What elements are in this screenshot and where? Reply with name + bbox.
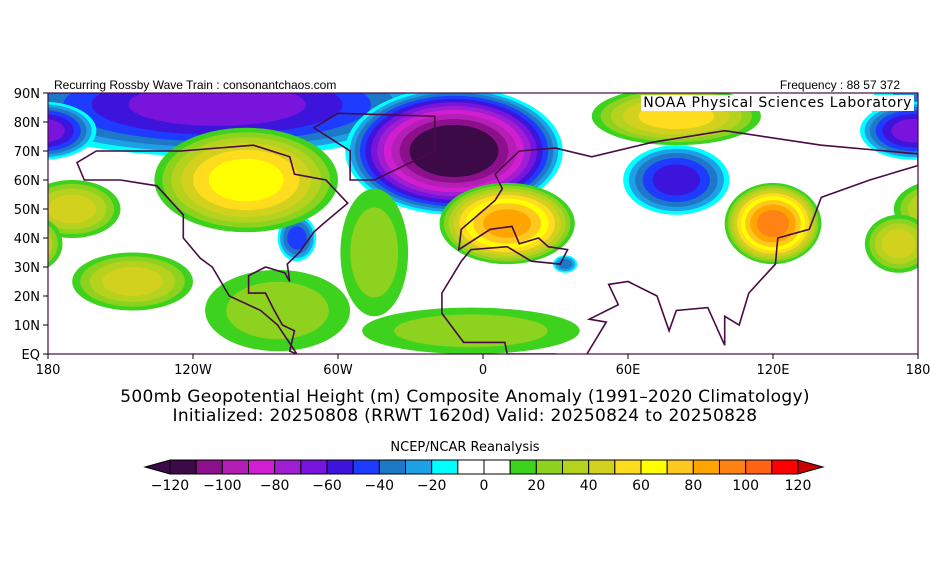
colorbar-swatch: [483, 459, 511, 475]
colorbar-swatch: [666, 459, 694, 475]
colorbar-swatch: [457, 459, 485, 475]
colorbar-swatch: [771, 459, 799, 475]
attribution-text: Recurring Rossby Wave Train : consonantc…: [54, 78, 337, 92]
colorbar-tick-label: −40: [365, 478, 395, 494]
lon-label: 180: [36, 363, 61, 378]
lon-label: 60E: [616, 363, 641, 378]
lat-label: 50N: [14, 203, 40, 218]
anomaly-contour: [483, 209, 532, 238]
colorbar-tick-label: 20: [527, 478, 545, 494]
colorbar-swatch: [300, 459, 328, 475]
lon-label: 120W: [174, 363, 212, 378]
colorbar-swatch: [378, 459, 407, 475]
lon-label: 0: [479, 363, 487, 378]
colorbar-swatch: [405, 459, 433, 475]
anomaly-contour: [102, 267, 163, 296]
lat-label: 60N: [14, 174, 40, 189]
lon-label: 60W: [323, 363, 353, 378]
colorbar-tick-label: −80: [260, 478, 290, 494]
chart-title-line2: Initialized: 20250808 (RRWT 1620d) Valid…: [172, 406, 758, 426]
colorbar-tick-label: −20: [417, 478, 447, 494]
colorbar-swatch: [745, 459, 773, 475]
anomaly-contour: [226, 281, 329, 340]
coastline: [441, 129, 918, 354]
colorbar-swatch: [692, 459, 720, 475]
anomaly-contour: [908, 194, 918, 224]
anomaly-contour: [422, 132, 486, 170]
colorbar-swatch: [640, 459, 668, 475]
lat-label: 90N: [14, 87, 40, 102]
anomaly-contour: [208, 158, 284, 202]
lon-label: 180: [906, 363, 930, 378]
anomaly-contour: [394, 314, 548, 348]
chart-title-line1: 500mb Geopotential Height (m) Composite …: [120, 387, 810, 407]
colorbar-swatch: [614, 459, 642, 475]
anomaly-contour: [652, 164, 701, 196]
colorbar-tick-label: 0: [480, 478, 489, 494]
anomaly-contour: [48, 119, 65, 143]
coastline: [312, 112, 436, 181]
colorbar-tick-label: 40: [580, 478, 598, 494]
lat-label: 40N: [14, 232, 40, 247]
colorbar-tick-label: −60: [312, 478, 342, 494]
colorbar-swatch: [326, 459, 354, 475]
colorbar-swatch: [274, 459, 302, 475]
colorbar-swatch: [195, 459, 223, 475]
colorbar-tick-label: 100: [732, 478, 759, 494]
lat-label: 20N: [14, 290, 40, 305]
anomaly-contour: [287, 226, 307, 250]
lat-label: 10N: [14, 319, 40, 334]
colorbar-tick-label: −120: [151, 478, 189, 494]
colorbar-under-arrow: [143, 459, 171, 475]
colorbar-swatch: [352, 459, 380, 475]
colorbar-swatch: [562, 459, 590, 475]
coastline: [75, 144, 349, 354]
colorbar-swatch: [169, 459, 197, 475]
anomaly-contour: [48, 224, 58, 263]
anomaly-contour: [918, 195, 930, 224]
lat-label: 80N: [14, 116, 40, 131]
lat-label: 30N: [14, 261, 40, 276]
anomaly-contour: [891, 118, 918, 143]
anomaly-contour: [350, 207, 399, 298]
colorbar-swatch: [719, 459, 747, 475]
anomaly-contour: [881, 229, 916, 259]
colorbar-swatch: [588, 459, 616, 475]
anomaly-contour: [128, 93, 306, 126]
colorbar-tick-label: −100: [203, 478, 241, 494]
colorbar-tick-label: 80: [684, 478, 702, 494]
colorbar-tick-label: 60: [632, 478, 650, 494]
colorbar-swatch: [431, 459, 459, 475]
colorbar-label: NCEP/NCAR Reanalysis: [390, 440, 540, 455]
noaa-lab-label: NOAA Physical Sciences Laboratory: [641, 95, 914, 111]
anomaly-contour: [48, 231, 53, 256]
colorbar-swatch: [535, 459, 563, 475]
lat-label: 70N: [14, 145, 40, 160]
colorbar-over-arrow: [797, 459, 825, 475]
lat-label: EQ: [22, 348, 40, 363]
colorbar-swatch: [221, 459, 249, 475]
anomaly-contour: [756, 209, 790, 238]
colorbar-swatch: [509, 459, 537, 475]
anomaly-contour: [48, 194, 97, 224]
frequency-text: Frequency : 88 57 372: [779, 78, 900, 92]
lon-label: 120E: [756, 363, 789, 378]
colorbar: −120 −100 −80 −60 −40 −20 0 20 40 60 80 100 120: [143, 459, 825, 494]
colorbar-swatch: [248, 459, 276, 475]
colorbar-tick-label: 120: [785, 478, 812, 494]
